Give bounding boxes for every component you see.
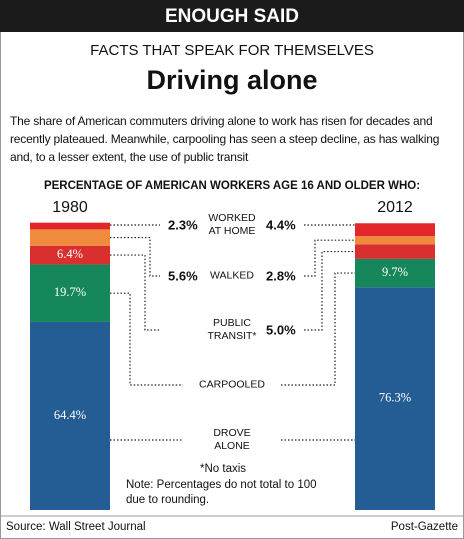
title: Driving alone <box>146 65 317 95</box>
value-label: 4.4% <box>266 217 296 233</box>
series-label: WORKED AT HOME <box>208 212 256 237</box>
value-label: 9.7% <box>382 265 408 279</box>
bar-segment <box>355 236 435 245</box>
description: The share of American commuters driving … <box>10 114 440 164</box>
banner: ENOUGH SAID <box>165 6 299 27</box>
bar-segment <box>30 245 110 265</box>
value-label: 2.3% <box>168 217 198 233</box>
bar-segment <box>30 321 110 510</box>
credit: Post-Gazette <box>391 521 458 533</box>
value-label: 6.4% <box>57 247 83 261</box>
bar-segment <box>30 264 110 322</box>
connector <box>110 254 160 331</box>
connector <box>110 236 160 277</box>
value-label: 5.0% <box>266 322 296 338</box>
series-label: PUBLIC TRANSIT* <box>207 317 257 342</box>
bar-segment <box>355 244 435 259</box>
year-label: 2012 <box>377 199 413 216</box>
bar-segment <box>30 229 110 246</box>
value-label: 2.8% <box>266 268 296 284</box>
connector <box>304 239 355 277</box>
footnote: *No taxis <box>200 463 247 475</box>
series-label: CARPOOLED <box>199 378 265 391</box>
bar-segment <box>355 287 435 510</box>
connector <box>304 250 355 331</box>
bar-segment <box>355 223 435 237</box>
kicker: FACTS THAT SPEAK FOR THEMSELVES <box>90 42 374 59</box>
bar-segment <box>355 258 435 288</box>
connector <box>281 272 355 386</box>
value-label: 19.7% <box>54 285 86 299</box>
year-label: 1980 <box>52 199 88 216</box>
series-label: WALKED <box>210 269 254 282</box>
footnote: Note: Percentages do not total to 100 du… <box>126 479 317 506</box>
bar-segment <box>30 222 110 230</box>
value-label: 64.4% <box>54 408 86 422</box>
value-label: 76.3% <box>379 390 411 404</box>
banner-bg <box>0 0 464 32</box>
value-label: 5.6% <box>168 268 198 284</box>
source: Source: Wall Street Journal <box>6 521 146 533</box>
connector <box>110 292 183 386</box>
chart-heading: PERCENTAGE OF AMERICAN WORKERS AGE 16 AN… <box>44 180 420 192</box>
series-label: DROVE ALONE <box>213 427 251 452</box>
